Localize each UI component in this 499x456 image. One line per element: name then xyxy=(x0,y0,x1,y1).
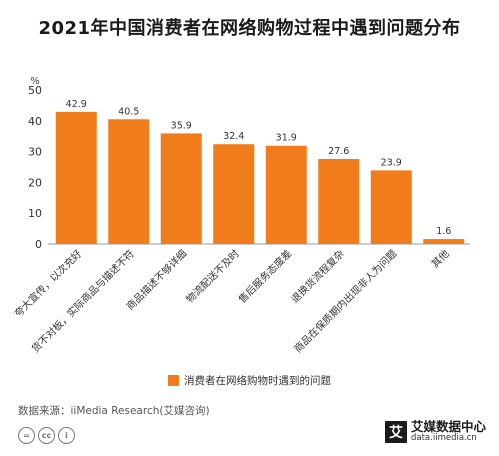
bar xyxy=(370,170,412,244)
brand-logo-icon: 艾 xyxy=(385,420,407,443)
data-label: 35.9 xyxy=(171,120,192,131)
y-tick-label: 50 xyxy=(28,84,42,97)
y-tick-label: 0 xyxy=(35,238,42,251)
x-tick-label: 商品在保质期内出现非人为问题 xyxy=(291,247,399,355)
x-tick-label: 货不对板，实际商品与描述不符 xyxy=(29,247,137,355)
bar-chart: %0102030405042.9夸大宣传，以次充好40.5货不对板，实际商品与描… xyxy=(12,76,470,355)
data-label: 40.5 xyxy=(118,106,139,117)
legend: 消费者在网络购物时遇到的问题 xyxy=(168,373,331,388)
brand-url: data.iimedia.cn xyxy=(411,433,477,443)
equals-icon: = xyxy=(18,427,35,444)
bar xyxy=(160,133,202,244)
y-tick-label: 30 xyxy=(28,146,42,159)
bar xyxy=(213,144,255,244)
x-tick-label: 物流配送不及时 xyxy=(183,247,242,306)
chart-title: 2021年中国消费者在网络购物过程中遇到问题分布 xyxy=(38,18,461,39)
cc-icon: cc xyxy=(38,427,55,444)
data-label: 23.9 xyxy=(381,157,402,168)
brand-name: 艾媒数据中心 xyxy=(411,419,487,434)
y-axis-unit: % xyxy=(30,76,40,87)
data-label: 31.9 xyxy=(276,133,297,144)
info-icon: i xyxy=(58,427,75,444)
x-tick-label: 其他 xyxy=(429,247,452,270)
license-icons: = cc i xyxy=(18,427,75,444)
bar xyxy=(265,145,307,244)
y-tick-label: 20 xyxy=(28,176,42,189)
x-tick-label: 退换货流程复杂 xyxy=(288,247,347,306)
legend-label: 消费者在网络购物时遇到的问题 xyxy=(184,375,331,387)
data-label: 32.4 xyxy=(223,131,244,142)
data-label: 1.6 xyxy=(436,226,451,237)
bar xyxy=(55,111,97,244)
y-tick-label: 10 xyxy=(28,207,42,220)
x-tick-label: 售后服务态度差 xyxy=(236,247,295,306)
y-tick-label: 40 xyxy=(28,115,42,128)
brand-logo: 艾 艾媒数据中心 data.iimedia.cn xyxy=(385,420,486,443)
source-text: 数据来源：iiMedia Research(艾媒咨询) xyxy=(18,405,210,417)
legend-swatch xyxy=(168,375,179,386)
data-label: 42.9 xyxy=(66,99,87,110)
bar xyxy=(108,119,150,244)
data-label: 27.6 xyxy=(328,146,349,157)
bar xyxy=(423,239,465,244)
bar xyxy=(318,158,360,244)
